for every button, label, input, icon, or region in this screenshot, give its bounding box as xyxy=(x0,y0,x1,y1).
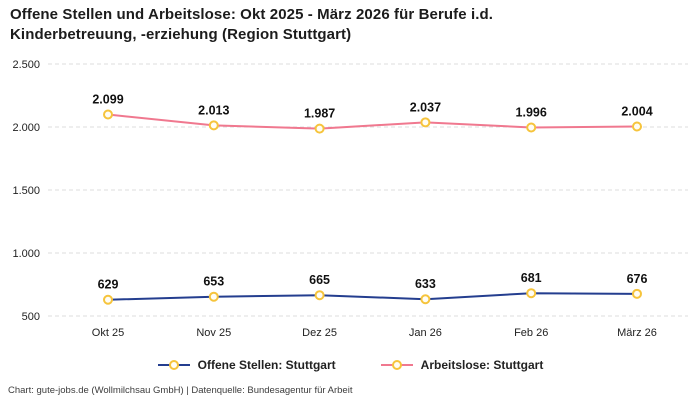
legend-item-1[interactable]: Arbeitslose: Stuttgart xyxy=(380,358,544,372)
legend-label: Arbeitslose: Stuttgart xyxy=(420,358,544,372)
y-tick-label: 500 xyxy=(22,311,40,323)
data-point-marker xyxy=(103,294,113,305)
data-point-marker xyxy=(420,294,431,305)
data-point-marker xyxy=(420,117,431,128)
data-point-marker xyxy=(526,122,537,133)
series-line xyxy=(107,113,638,130)
value-label: 653 xyxy=(203,275,224,289)
value-label: 2.004 xyxy=(621,104,652,118)
value-label: 2.037 xyxy=(410,100,441,114)
value-label: 665 xyxy=(309,273,330,287)
y-tick-label: 1.500 xyxy=(12,185,40,197)
data-point-marker xyxy=(632,121,642,132)
y-tick-label: 2.000 xyxy=(12,122,40,134)
chart-title-line-2: Kinderbetreuung, -erziehung (Region Stut… xyxy=(10,26,352,43)
value-label: 629 xyxy=(98,278,119,292)
x-tick-label: Jan 26 xyxy=(409,327,442,339)
x-tick-label: Feb 26 xyxy=(514,327,548,339)
value-label: 1.987 xyxy=(304,107,335,121)
y-tick-label: 2.500 xyxy=(12,59,40,71)
value-label: 681 xyxy=(521,271,542,285)
value-label: 1.996 xyxy=(516,106,547,120)
data-point-marker xyxy=(103,109,113,120)
data-point-marker xyxy=(314,123,325,134)
data-point-marker xyxy=(208,120,219,131)
data-point-marker xyxy=(526,288,537,299)
data-point-marker xyxy=(314,290,325,301)
x-tick-label: Okt 25 xyxy=(92,327,124,339)
x-tick-label: Dez 25 xyxy=(302,327,337,339)
value-label: 676 xyxy=(627,272,648,286)
data-point-marker xyxy=(208,291,219,302)
line-chart: 500 1.000 1.500 2.000 2.500 Okt 25 Nov 25 Dez 2… xyxy=(12,59,688,339)
value-label: 2.099 xyxy=(92,93,123,107)
x-tick-label: Nov 25 xyxy=(196,327,231,339)
value-label: 633 xyxy=(415,277,436,291)
chart-title: Offene Stellen und Arbeitslose: Okt 2025… xyxy=(10,5,630,45)
legend-marker-icon xyxy=(380,360,413,370)
y-tick-label: 1.000 xyxy=(12,248,40,260)
attribution-footer: Chart: gute-jobs.de (Wollmilchsau GmbH) … xyxy=(8,385,353,396)
legend-marker-icon xyxy=(157,360,190,370)
x-tick-label: März 26 xyxy=(617,327,657,339)
data-point-marker xyxy=(632,288,642,299)
legend-item-0[interactable]: Offene Stellen: Stuttgart xyxy=(157,358,336,372)
chart-title-line-1: Offene Stellen und Arbeitslose: Okt 2025… xyxy=(10,6,494,23)
legend: Offene Stellen: Stuttgart Arbeitslose: St… xyxy=(0,358,700,372)
legend-label: Offene Stellen: Stuttgart xyxy=(197,358,336,372)
value-label: 2.013 xyxy=(198,103,229,117)
series-line xyxy=(107,292,638,301)
